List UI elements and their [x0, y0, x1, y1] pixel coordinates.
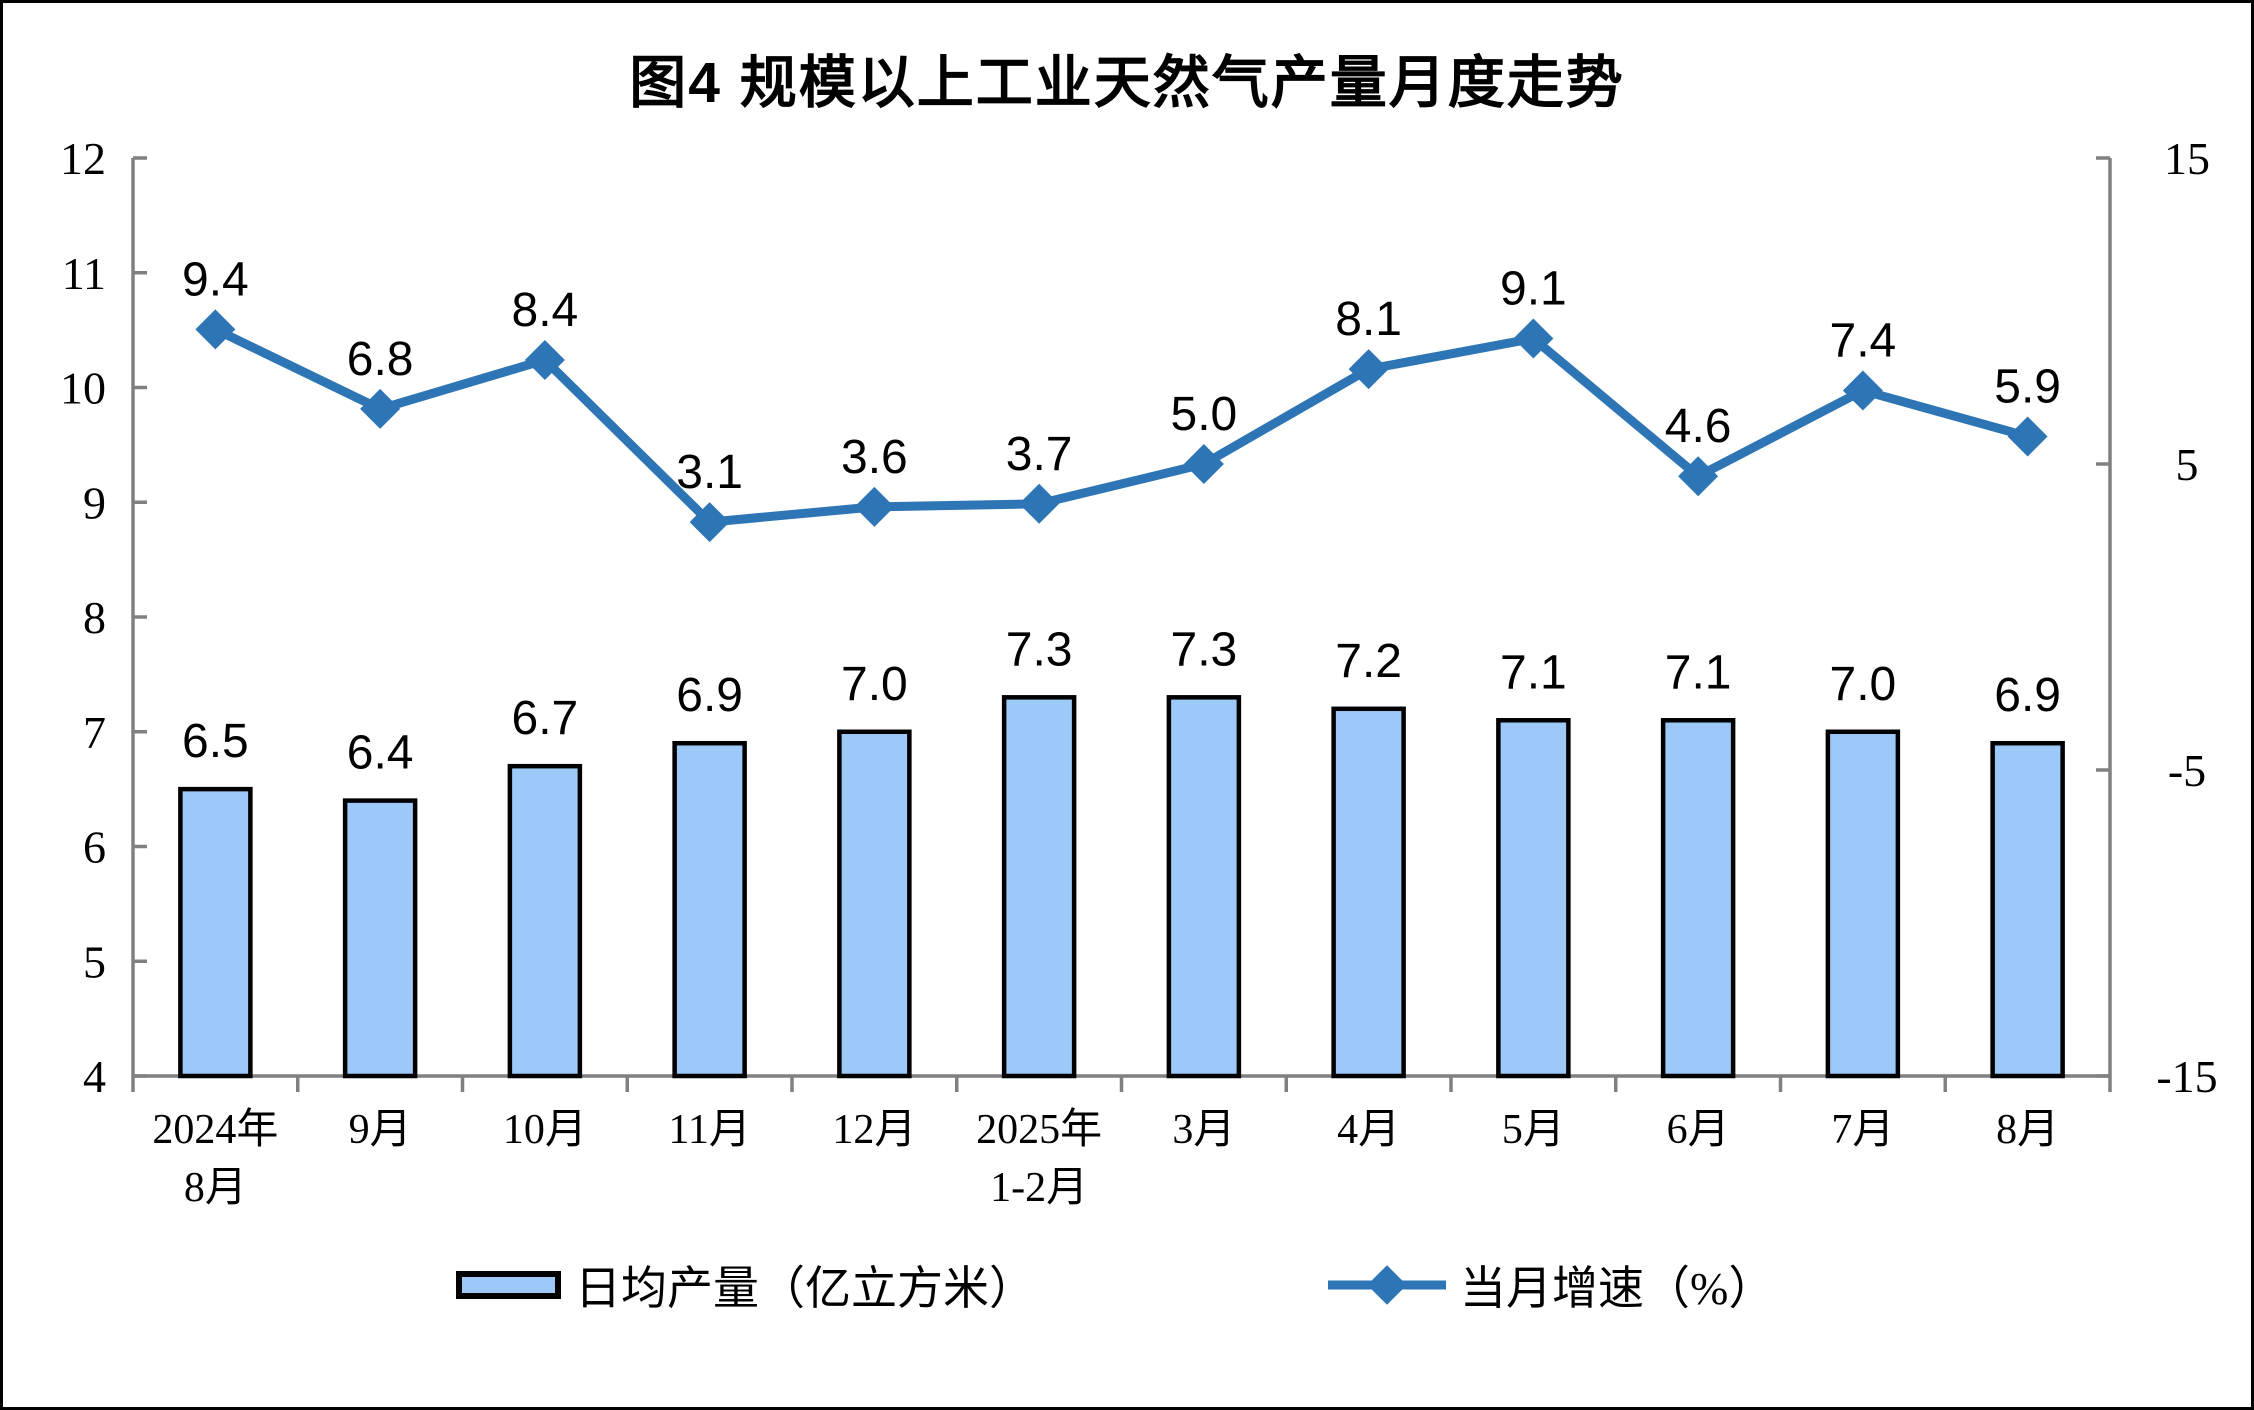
daily-output-bar: [837, 729, 912, 1079]
bar-data-label: 7.1: [1500, 646, 1567, 699]
line-data-label: 8.4: [512, 284, 579, 337]
line-marker-diamond: [524, 339, 565, 380]
right-axis-tick-label: -15: [2156, 1051, 2217, 1102]
bar-data-label: 6.9: [1994, 669, 2061, 722]
line-series-swatch: [1328, 1262, 1446, 1308]
daily-output-bar: [1496, 718, 1571, 1079]
bar-data-label: 7.1: [1665, 646, 1732, 699]
left-axis-tick-label: 4: [83, 1051, 106, 1102]
x-axis-category-label: 1-2月: [990, 1165, 1088, 1211]
line-data-label: 9.1: [1500, 263, 1567, 316]
gas-production-combo-chart: 4 5 6 7 8 9 10 11 12 -15 -5 5 15 2024年 8月 9月 10月 11月 12月 20…: [60, 133, 2218, 1211]
x-axis-category-label: 12月: [832, 1107, 916, 1153]
line-marker-diamond: [2007, 416, 2048, 457]
x-axis-category-label: 4月: [1337, 1107, 1400, 1153]
x-axis-category-label: 8月: [1996, 1107, 2059, 1153]
x-axis-category-label: 9月: [349, 1107, 412, 1153]
line-data-label: 8.1: [1335, 293, 1402, 346]
bar-data-label: 6.4: [347, 727, 414, 780]
line-data-label: 3.6: [841, 431, 908, 484]
bar-data-label: 6.5: [182, 715, 249, 768]
daily-output-bar: [672, 740, 747, 1079]
line-marker-diamond: [360, 388, 401, 429]
x-axis-category-label: 11月: [668, 1107, 750, 1153]
line-data-label: 7.4: [1830, 315, 1897, 368]
right-axis-tick-label: -5: [2168, 745, 2206, 796]
x-axis-category-label: 3月: [1172, 1107, 1235, 1153]
line-data-label: 5.0: [1171, 388, 1238, 441]
legend-item-daily-output: 日均产量（亿立方米）: [456, 1262, 1035, 1314]
line-data-label: 9.4: [182, 253, 249, 306]
legend-item-growth-rate: 当月增速（%）: [1328, 1262, 1774, 1314]
daily-output-bar: [342, 798, 418, 1079]
line-data-label: 3.7: [1006, 428, 1073, 481]
left-axis-tick-label: 10: [60, 363, 106, 414]
left-axis-tick-label: 5: [83, 936, 106, 987]
daily-output-bar: [1166, 695, 1242, 1079]
x-axis-category-label: 10月: [503, 1107, 587, 1153]
bar-data-label: 7.2: [1335, 635, 1402, 688]
bar-data-label: 7.0: [841, 658, 908, 711]
line-marker-diamond: [854, 486, 895, 527]
line-data-label: 3.1: [676, 446, 743, 499]
daily-output-bar: [1825, 729, 1901, 1079]
x-axis-category-label: 8月: [184, 1165, 247, 1211]
right-axis-tick-label: 15: [2164, 133, 2210, 184]
line-marker-diamond: [1019, 483, 1060, 524]
legend-diamond-icon: [1367, 1265, 1407, 1305]
line-marker-diamond: [689, 502, 730, 543]
daily-output-bar: [1660, 718, 1736, 1079]
x-axis-category-label: 7月: [1831, 1107, 1894, 1153]
x-axis-category-label: 6月: [1667, 1107, 1730, 1153]
line-marker-diamond: [1842, 370, 1883, 411]
line-marker-diamond: [195, 309, 236, 350]
bar-series-swatch: [456, 1271, 561, 1299]
daily-output-bar: [1331, 706, 1406, 1079]
bar-data-label: 6.7: [512, 692, 579, 745]
x-axis-category-label: 2024年: [152, 1106, 278, 1153]
line-marker-diamond: [1348, 349, 1389, 390]
right-axis-tick-label: 5: [2176, 439, 2199, 490]
daily-output-bar: [1001, 695, 1077, 1079]
bar-data-label: 6.9: [676, 669, 743, 722]
daily-output-bar: [1990, 740, 2065, 1079]
left-axis-tick-label: 8: [83, 592, 106, 643]
line-data-label: 4.6: [1665, 400, 1732, 453]
growth-rate-line: [213, 325, 2029, 527]
left-axis-tick-label: 6: [83, 822, 106, 873]
bar-data-label: 7.3: [1006, 623, 1073, 676]
line-data-label: 6.8: [347, 333, 414, 386]
left-axis-tick-label: 7: [83, 707, 106, 758]
x-axis-category-label: 5月: [1502, 1107, 1565, 1153]
line-marker-diamond: [1183, 444, 1224, 484]
left-axis-tick-label: 12: [60, 133, 106, 184]
left-axis-tick-label: 11: [62, 248, 106, 299]
daily-output-bar: [178, 786, 253, 1079]
line-marker-diamond: [1513, 318, 1554, 359]
bar-data-label: 7.0: [1830, 658, 1897, 711]
legend-label-daily-output: 日均产量（亿立方米）: [575, 1263, 1035, 1314]
daily-output-bar: [507, 763, 583, 1079]
x-axis-category-label: 2025年: [976, 1106, 1102, 1153]
left-axis-tick-label: 9: [83, 477, 106, 528]
line-data-label: 5.9: [1994, 360, 2061, 413]
legend-label-growth-rate: 当月增速（%）: [1460, 1263, 1775, 1314]
line-marker-diamond: [1678, 456, 1719, 497]
chart-title: 图4 规模以上工业天然气产量月度走势: [629, 51, 1625, 115]
bar-data-label: 7.3: [1171, 623, 1238, 676]
